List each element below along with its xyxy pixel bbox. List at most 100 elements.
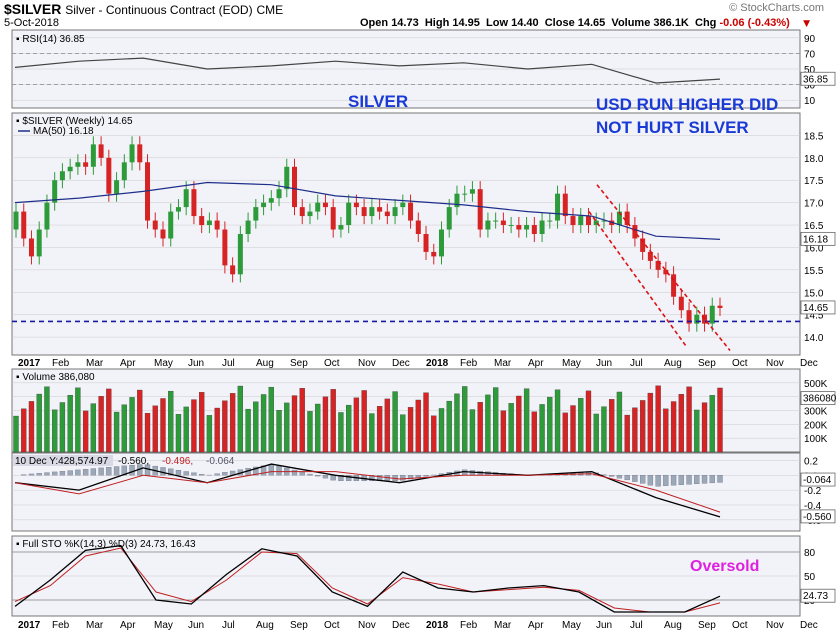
macd-histogram-bar: [52, 471, 58, 476]
volume-title: ▪ Volume 386,080: [16, 372, 95, 383]
volume-bar: [462, 386, 468, 453]
candle-body: [145, 162, 151, 221]
macd-tick-0.2: 0.2: [804, 456, 818, 467]
volume-bar: [376, 406, 383, 453]
candle-body: [438, 229, 444, 257]
sto-x-label: 2017: [18, 620, 41, 631]
candle-body: [655, 260, 661, 270]
candle-body: [493, 220, 499, 222]
volume-bar: [694, 409, 700, 453]
candle-body: [44, 202, 50, 230]
price-tick-16.5: 16.5: [804, 221, 824, 232]
price-last-value: 14.65: [803, 303, 828, 314]
sto-x-label: May: [562, 620, 581, 631]
macd-histogram-bar: [686, 475, 692, 485]
volume-bar: [98, 396, 104, 453]
volume-bar: [75, 387, 81, 453]
price-x-label: Apr: [120, 358, 136, 369]
candle-body: [237, 234, 243, 275]
volume-bar: [492, 387, 499, 453]
macd-histogram-bar: [106, 467, 112, 476]
macd-histogram-bar: [21, 474, 27, 476]
price-tick-18.5: 18.5: [804, 131, 824, 142]
volume-bar: [113, 411, 120, 453]
macd-histogram-bar: [639, 475, 646, 484]
candle-body: [547, 220, 553, 222]
candle-body: [431, 251, 437, 257]
volume-bar: [245, 408, 251, 453]
macd-histogram-bar: [175, 469, 182, 476]
macd-histogram-bar: [44, 472, 50, 476]
candle-body: [67, 166, 73, 172]
macd-histogram-bar: [67, 470, 73, 476]
close-value: 14.65: [577, 17, 606, 29]
price-x-label: Mar: [494, 358, 512, 369]
volume-bar: [59, 402, 66, 453]
sto-last-k: 24.73: [803, 591, 828, 602]
change-value: -0.06 (-0.43%): [719, 17, 790, 29]
volume-bar: [500, 410, 507, 453]
chart-date: 5-Oct-2018: [4, 17, 60, 29]
candle-body: [330, 207, 336, 230]
volume-bar: [701, 402, 708, 453]
price-x-label: Jun: [188, 358, 204, 369]
volume-bar: [106, 388, 112, 453]
candle-body: [624, 211, 630, 226]
price-tick-18.0: 18.0: [804, 154, 824, 165]
volume-bar: [338, 412, 344, 453]
macd-histogram-bar: [222, 472, 228, 476]
volume-bar: [299, 388, 305, 453]
candle-body: [137, 144, 143, 163]
candle-body: [245, 220, 251, 234]
candle-body: [59, 171, 65, 181]
down-triangle-icon: ▼: [803, 19, 810, 29]
macd-tick--0.4: -0.4: [804, 501, 822, 512]
volume-bar: [601, 406, 607, 453]
candle-body: [98, 144, 104, 158]
volume-bar: [670, 401, 677, 453]
macd-histogram-bar: [315, 475, 321, 477]
volume-bar: [469, 409, 476, 453]
macd-histogram-bar: [199, 474, 205, 476]
candle-body: [578, 216, 584, 226]
candle-body: [268, 198, 274, 203]
price-x-label: Feb: [460, 358, 478, 369]
candle-body: [214, 220, 220, 230]
volume-bar: [90, 403, 97, 453]
candle-body: [28, 238, 34, 257]
macd-histogram-bar: [82, 469, 89, 476]
volume-tick-200K: 200K: [804, 420, 828, 431]
volume-bar: [392, 391, 398, 453]
macd-histogram-bar: [469, 470, 476, 476]
price-tick-17.0: 17.0: [804, 199, 824, 210]
candle-body: [369, 207, 375, 217]
volume-bar: [346, 404, 352, 453]
volume-bar: [593, 413, 599, 453]
volume-bar: [160, 398, 166, 453]
candle-body: [121, 162, 127, 181]
candle-body: [555, 193, 561, 221]
macd-histogram-bar: [717, 475, 723, 483]
candle-body: [299, 207, 305, 217]
sto-title: ▪ Full STO %K(14,3) %D(3) 24.73, 16.43: [16, 539, 196, 550]
sto-x-label: 2018: [426, 620, 449, 631]
volume-bar: [36, 393, 42, 453]
volume-bar: [609, 399, 615, 453]
macd-histogram-bar: [98, 467, 104, 476]
macd-histogram-bar: [400, 475, 406, 481]
macd-histogram-bar: [330, 475, 336, 481]
macd-histogram-bar: [369, 475, 375, 482]
candle-body: [686, 310, 692, 324]
candle-body: [36, 229, 42, 257]
volume-tick-100K: 100K: [804, 434, 828, 445]
sto-x-label: Dec: [800, 620, 818, 631]
sto-x-label: Sep: [290, 620, 308, 631]
macd-histogram-bar: [276, 465, 282, 476]
sto-x-label: Jul: [630, 620, 643, 631]
volume-bar: [570, 405, 576, 453]
volume-tick-300K: 300K: [804, 407, 828, 418]
candle-body: [640, 238, 646, 252]
volume-bar: [709, 395, 715, 453]
candle-body: [415, 220, 421, 234]
macd-title-bg: [13, 455, 113, 466]
